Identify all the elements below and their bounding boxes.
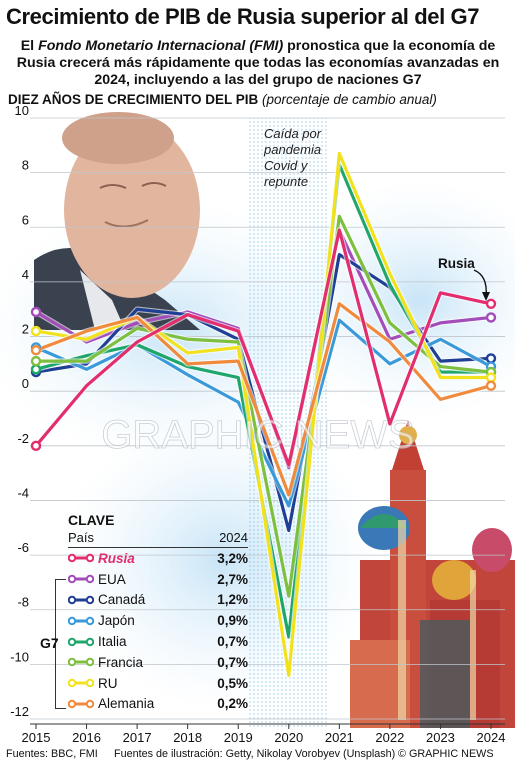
series-line-ru (35, 151, 491, 677)
footer: Fuentes: BBC, FMI Fuentes de ilustración… (6, 748, 494, 760)
series-endpoint (30, 355, 42, 367)
legend-country: Alemania (98, 696, 155, 712)
x-tick-label: 2022 (375, 730, 404, 745)
series-line-alemania (35, 302, 492, 497)
legend-country: Canadá (98, 592, 146, 608)
series-endpoint (30, 364, 42, 375)
legend-country: RU (98, 675, 118, 691)
legend-swatch (68, 637, 94, 646)
legend-swatch (68, 574, 94, 584)
series-endpoint (485, 312, 497, 323)
footer-illustration-sources: Fuentes de ilustración: Getty, Nikolay V… (114, 748, 396, 760)
legend: CLAVE País 2024 Rusia 3,2% EUA 2,7% Canadá 1,… (68, 512, 248, 714)
subtitle-part: El (20, 38, 39, 54)
legend-item: EUA 2,7% (68, 569, 248, 590)
x-tick-label: 2019 (224, 730, 253, 745)
legend-item: Italia 0,7% (68, 631, 248, 652)
series-endpoint (485, 298, 497, 309)
portrait-illustration (34, 112, 200, 330)
y-tick-label: -2 (17, 431, 29, 446)
y-tick-label: 0 (22, 376, 29, 391)
y-tick-label: -4 (17, 485, 29, 500)
russia-callout-label: Rusia (438, 256, 475, 271)
legend-item: Canadá 1,2% (68, 590, 248, 611)
x-tick-label: 2018 (173, 730, 202, 745)
page-title: Crecimiento de PIB de Rusia superior al … (6, 4, 480, 29)
legend-item: Japón 0,9% (68, 610, 248, 631)
legend-country: Japón (98, 613, 135, 629)
legend-country: Francia (98, 654, 144, 670)
series-endpoint (485, 353, 497, 364)
legend-country: Rusia (98, 550, 135, 566)
legend-col-year: 2024 (219, 530, 248, 545)
legend-item: RU 0,5% (68, 673, 248, 694)
series-endpoint (30, 440, 42, 452)
legend-swatch (68, 616, 94, 625)
legend-item: Alemania 0,2% (68, 694, 248, 715)
legend-item: Francia 0,7% (68, 652, 248, 673)
legend-value-2024: 1,2% (217, 592, 248, 608)
legend-swatch (68, 699, 94, 709)
series-endpoint (485, 380, 497, 391)
legend-value-2024: 0,7% (217, 634, 248, 650)
legend-value-2024: 3,2% (217, 550, 248, 566)
legend-item: Rusia 3,2% (68, 548, 248, 569)
series-endpoint (30, 345, 42, 356)
legend-swatch (68, 554, 94, 563)
g7-bracket (55, 579, 66, 709)
y-tick-label: 4 (22, 267, 29, 282)
pandemic-annotation: Caída por pandemia Covid y repunte (263, 126, 325, 189)
series-endpoint (485, 372, 497, 383)
legend-value-2024: 2,7% (217, 571, 248, 587)
legend-country: Italia (98, 634, 127, 650)
legend-value-2024: 0,9% (217, 613, 248, 629)
series-line-francia (36, 214, 492, 598)
y-tick-label: 6 (22, 212, 29, 227)
footer-sources: Fuentes: BBC, FMI (6, 748, 98, 760)
legend-value-2024: 0,5% (217, 675, 248, 691)
series-endpoint (30, 325, 42, 337)
watermark: GRAPHIC NEWS (101, 413, 414, 457)
x-tick-label: 2016 (72, 730, 101, 745)
legend-heading: CLAVE (68, 512, 115, 528)
subtitle: El Fondo Monetario Internacional (FMI) p… (8, 38, 508, 89)
legend-swatch (68, 658, 94, 667)
y-tick-label: -6 (17, 540, 29, 555)
legend-country: EUA (98, 571, 126, 587)
subtitle-part: pronostica que la economía de Rusia crec… (16, 38, 500, 88)
subtitle-part: Fondo Monetario Internacional (FMI) (38, 38, 284, 54)
legend-col-country: País (68, 530, 95, 545)
cathedral-illustration (350, 420, 515, 728)
y-tick-label: 2 (22, 322, 29, 337)
x-tick-label: 2021 (325, 730, 354, 745)
x-tick-label: 2024 (477, 730, 506, 745)
footer-copyright: © GRAPHIC NEWS (398, 748, 494, 760)
x-tick-label: 2020 (274, 730, 303, 745)
y-tick-label: 8 (22, 158, 29, 173)
legend-swatch (68, 595, 94, 605)
chart-heading-title: DIEZ AÑOS DE CRECIMIENTO DEL PIB (8, 92, 259, 107)
legend-value-2024: 0,2% (217, 696, 248, 712)
series-line-rusia (34, 228, 492, 467)
x-tick-label: 2017 (123, 730, 152, 745)
russia-callout-arrowhead (482, 292, 490, 301)
y-tick-label: -8 (17, 595, 29, 610)
x-tick-label: 2023 (426, 730, 455, 745)
y-tick-label: -10 (10, 649, 29, 664)
g7-label: G7 (40, 635, 59, 651)
chart-heading-unit: (porcentaje de cambio anual) (262, 92, 437, 107)
chart-heading: DIEZ AÑOS DE CRECIMIENTO DEL PIB (porcen… (8, 92, 437, 107)
series-endpoint (30, 306, 42, 318)
x-tick-label: 2015 (22, 730, 51, 745)
y-tick-label: -12 (10, 704, 29, 719)
y-tick-label: 10 (15, 103, 29, 118)
legend-swatch (68, 678, 94, 688)
legend-columns: País 2024 (68, 530, 248, 548)
legend-value-2024: 0,7% (217, 654, 248, 670)
